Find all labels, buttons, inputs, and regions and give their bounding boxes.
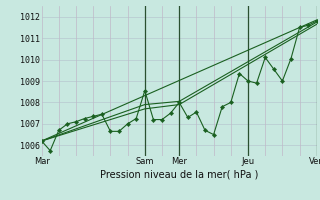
X-axis label: Pression niveau de la mer( hPa ): Pression niveau de la mer( hPa ) — [100, 169, 258, 179]
